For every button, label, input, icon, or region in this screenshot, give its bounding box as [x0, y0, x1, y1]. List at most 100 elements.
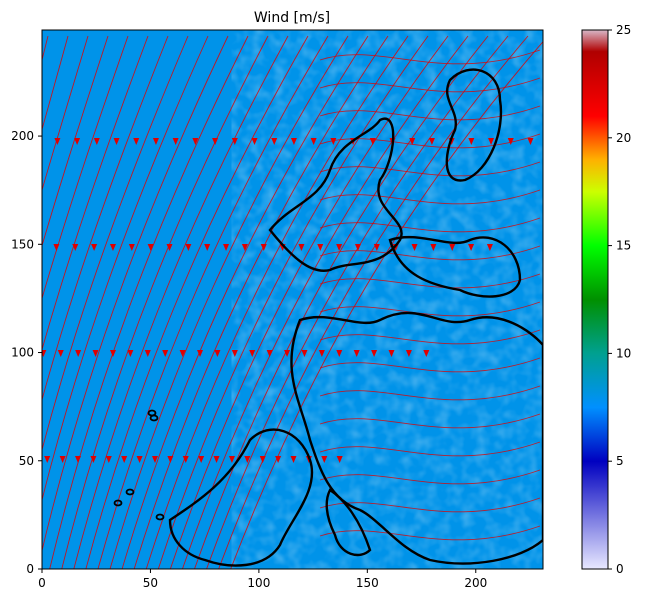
streamline-arrow — [231, 350, 238, 357]
streamline-arrow — [321, 456, 328, 463]
streamline-arrow — [428, 138, 435, 145]
coastlines — [113, 68, 543, 567]
streamline-arrow — [151, 456, 158, 463]
streamline-arrow — [290, 138, 297, 145]
streamline-arrow — [468, 138, 475, 145]
streamline — [42, 35, 49, 62]
coastline — [268, 117, 403, 272]
streamline — [42, 35, 169, 402]
streamline-arrow — [162, 350, 169, 357]
y-tick-label: 0 — [26, 562, 34, 576]
streamline-arrow — [204, 244, 211, 251]
streamline — [42, 35, 129, 300]
streamline-arrow — [147, 244, 154, 251]
island — [125, 488, 135, 496]
streamline — [121, 35, 369, 569]
x-tick-label: 200 — [464, 576, 487, 590]
coastline — [445, 68, 503, 182]
streamline — [319, 413, 541, 429]
streamline — [145, 35, 409, 569]
streamline — [42, 35, 189, 452]
streamline-arrow — [192, 138, 199, 145]
streamline-arrow — [44, 456, 51, 463]
streamlines — [35, 35, 543, 569]
streamline-arrow — [244, 456, 251, 463]
streamline-arrow — [231, 138, 238, 145]
streamline-arrow — [57, 350, 64, 357]
streamline — [319, 245, 541, 261]
plot-frame — [41, 29, 544, 570]
streamline-arrow — [152, 138, 159, 145]
colorbar-gradient — [581, 29, 609, 570]
streamline — [319, 357, 541, 373]
streamline-arrow — [266, 350, 273, 357]
streamline-arrow — [411, 244, 418, 251]
chart-title: Wind [m/s] — [254, 10, 330, 26]
streamline-arrow — [128, 244, 135, 251]
streamline-arrow — [486, 244, 493, 251]
island — [155, 513, 165, 521]
streamline — [319, 273, 541, 289]
colorbar: 0 5 10 15 20 25 — [581, 23, 631, 576]
x-tick-label: 150 — [356, 576, 379, 590]
y-tick-label: 200 — [11, 129, 34, 143]
streamline-arrow — [105, 456, 112, 463]
streamline — [319, 497, 541, 513]
streamline-arrow — [54, 138, 61, 145]
streamline — [319, 189, 541, 205]
y-tick-label: 150 — [11, 237, 34, 251]
streamline-arrow — [317, 244, 324, 251]
colorbar-tick-label: 25 — [616, 23, 631, 37]
streamline-arrow — [213, 456, 220, 463]
streamline-arrow — [42, 350, 47, 357]
streamline-arrow — [109, 244, 116, 251]
colorbar-tick-label: 5 — [616, 454, 624, 468]
streamline-arrow — [133, 138, 140, 145]
streamline-arrow — [260, 244, 267, 251]
coastline — [388, 235, 522, 298]
land-texture — [260, 50, 543, 569]
streamline-arrow — [449, 244, 456, 251]
streamline-arrow — [298, 244, 305, 251]
streamline-arrow — [185, 244, 192, 251]
island — [149, 414, 159, 422]
streamline-arrow — [310, 138, 317, 145]
streamline-arrow — [35, 244, 41, 251]
streamline-arrow — [336, 456, 343, 463]
streamline — [319, 49, 541, 65]
streamline — [109, 35, 349, 569]
colorbar-tick-label: 20 — [616, 131, 631, 145]
streamline-arrow — [284, 350, 291, 357]
streamline-arrow — [75, 350, 82, 357]
y-tick-label: 50 — [19, 454, 34, 468]
streamline — [49, 35, 249, 569]
streamline — [42, 35, 209, 502]
streamline-arrow — [182, 456, 189, 463]
streamline-arrow — [251, 138, 258, 145]
streamline-arrow — [353, 350, 360, 357]
streamline-arrow — [228, 456, 235, 463]
streamline-arrow — [290, 456, 297, 463]
streamline-arrow — [371, 350, 378, 357]
streamline — [42, 35, 69, 132]
coastline — [168, 428, 314, 567]
streamline-arrow — [527, 138, 534, 145]
y-tick-label: 100 — [11, 346, 34, 360]
streamline — [319, 469, 541, 485]
colorbar-tick-label: 10 — [616, 346, 631, 360]
streamline-arrow — [127, 350, 134, 357]
streamline — [319, 105, 541, 121]
y-axis: 0 50 100 150 200 — [11, 129, 42, 576]
streamline-arrow — [241, 244, 248, 251]
streamline-arrow — [113, 138, 120, 145]
streamline — [85, 35, 309, 569]
colorbar-tick-label: 0 — [616, 562, 624, 576]
coastline — [325, 488, 372, 557]
streamline-arrow — [214, 350, 221, 357]
x-tick-label: 0 — [38, 576, 46, 590]
streamline — [206, 35, 509, 569]
streamline — [230, 41, 543, 569]
streamline-arrow — [172, 138, 179, 145]
streamline — [42, 35, 89, 192]
